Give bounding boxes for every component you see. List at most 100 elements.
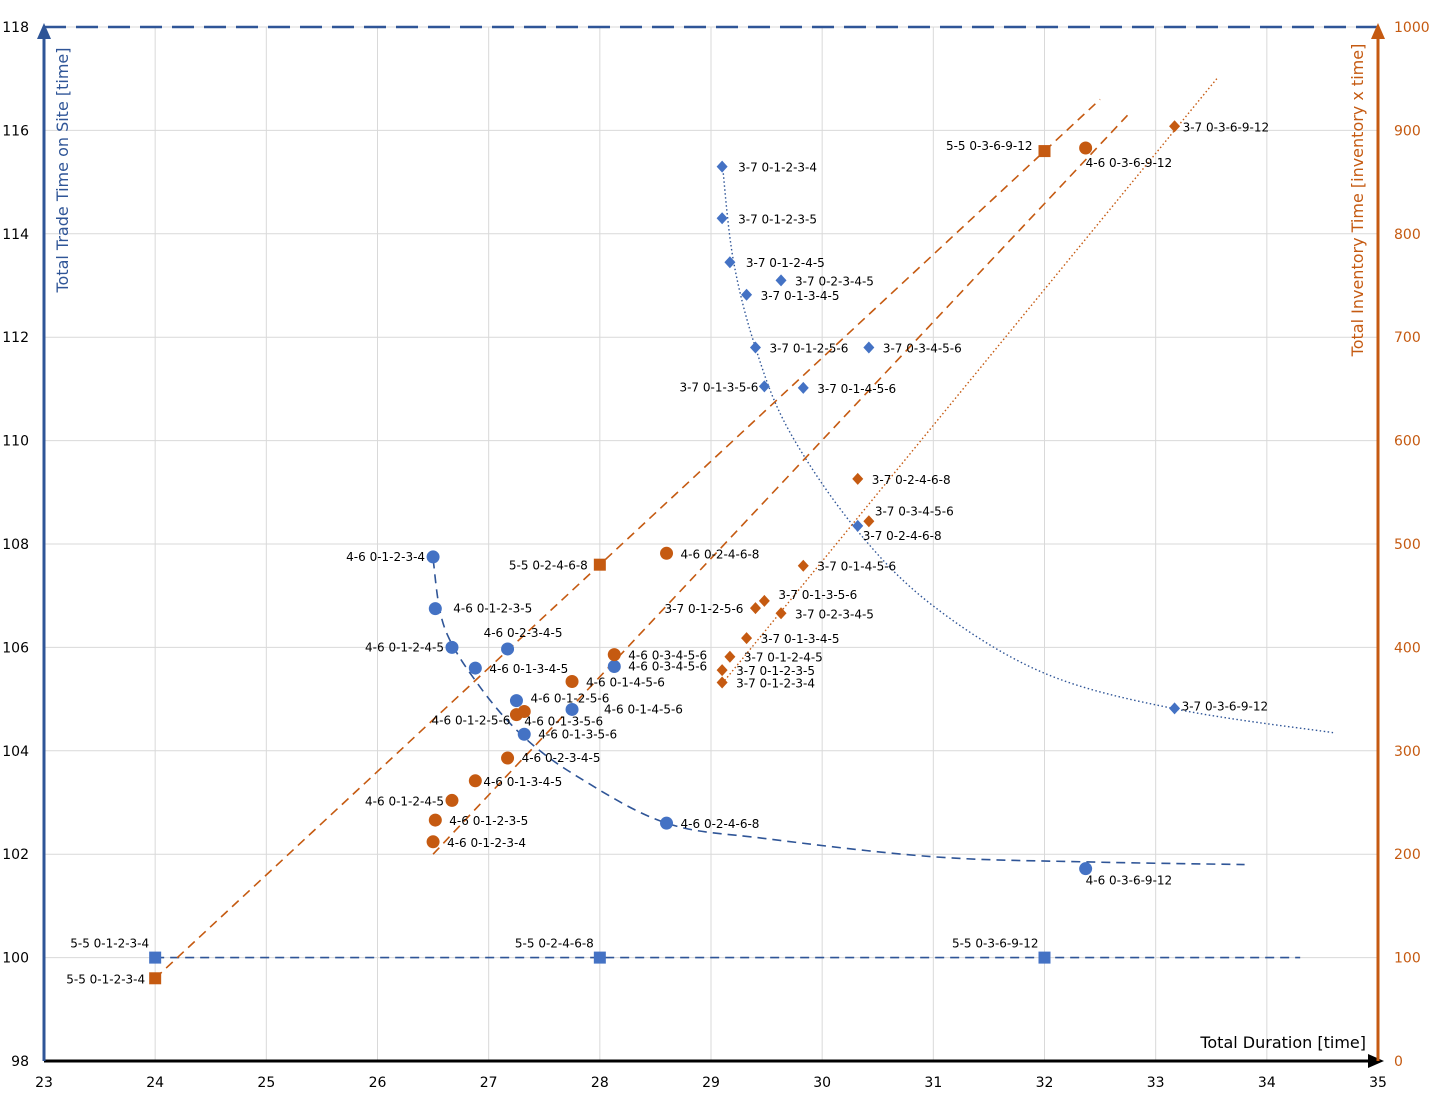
point-diamond <box>758 594 770 607</box>
data-label: 4-6 0-3-4-5-6 <box>628 649 707 663</box>
point-diamond <box>852 519 864 532</box>
point-circle <box>660 816 674 830</box>
point-circle <box>1079 141 1093 155</box>
point-circle <box>660 546 674 560</box>
point-square <box>1038 145 1051 158</box>
point-diamond <box>724 256 736 269</box>
point-square <box>593 558 606 571</box>
data-label: 4-6 0-1-3-5-6 <box>524 715 603 729</box>
x-axis-title: Total Duration [time] <box>1199 1033 1366 1052</box>
data-label: 5-5 0-1-2-3-4 <box>70 937 149 951</box>
y-left-tick-label: 108 <box>2 537 29 553</box>
point-diamond <box>797 381 809 394</box>
data-label: 4-6 0-1-4-5-6 <box>604 702 683 716</box>
point-square <box>149 951 162 964</box>
data-label: 3-7 0-1-3-4-5 <box>761 289 840 303</box>
data-label: 3-7 0-1-2-3-5 <box>736 664 815 678</box>
data-label: 4-6 0-1-3-4-5 <box>489 662 568 676</box>
data-label: 4-6 0-2-3-4-5 <box>484 626 563 640</box>
x-axis-arrow <box>1368 1054 1384 1068</box>
data-label: 5-5 0-2-4-6-8 <box>515 937 594 951</box>
data-label: 3-7 0-3-6-9-12 <box>1182 699 1269 713</box>
data-label: 4-6 0-1-2-4-5 <box>365 640 444 654</box>
point-circle <box>426 550 440 564</box>
y-left-tick-label: 104 <box>2 744 29 760</box>
data-points <box>149 120 1181 985</box>
data-label: 3-7 0-1-2-3-4 <box>736 677 815 691</box>
data-label: 5-5 0-3-6-9-12 <box>946 139 1033 153</box>
data-label: 3-7 0-1-4-5-6 <box>817 560 896 574</box>
point-circle <box>607 660 621 674</box>
data-label: 4-6 0-1-2-5-6 <box>432 714 511 728</box>
point-diamond <box>741 632 753 645</box>
point-diamond <box>1169 702 1181 715</box>
data-label: 4-6 0-3-4-5-6 <box>628 660 707 674</box>
y-left-tick-label: 116 <box>2 123 29 139</box>
data-labels: 5-5 0-1-2-3-4 5-5 0-2-4-6-8 5-5 0-3-6-9-12… <box>66 120 1269 986</box>
point-diamond <box>797 559 809 572</box>
data-label: 5-5 0-3-6-9-12 <box>952 937 1039 951</box>
y-axis-right-title: Total Inventory Time [inventory x time] <box>1348 44 1367 358</box>
point-circle <box>517 727 531 741</box>
x-tick-label: 24 <box>146 1075 164 1091</box>
point-diamond <box>852 472 864 485</box>
y-right-tick-label: 300 <box>1394 744 1421 760</box>
y-left-tick-label: 110 <box>2 434 29 450</box>
data-label: 4-6 0-1-2-5-6 <box>530 692 609 706</box>
point-circle <box>428 813 442 827</box>
y-right-tick-label: 800 <box>1394 227 1421 243</box>
data-label: 3-7 0-3-4-5-6 <box>875 504 954 518</box>
data-label: 5-5 0-2-4-6-8 <box>509 559 588 573</box>
point-diamond <box>716 664 728 677</box>
x-tick-label: 34 <box>1258 1075 1276 1091</box>
x-tick-label: 23 <box>35 1075 53 1091</box>
y-right-tick-label: 600 <box>1394 434 1421 450</box>
point-square <box>1038 951 1051 964</box>
y-axis-left-title: Total Trade Time on Site [time] <box>53 47 72 293</box>
y-right-tick-label: 400 <box>1394 640 1421 656</box>
point-diamond <box>741 288 753 301</box>
data-label: 3-7 0-1-2-5-6 <box>665 602 744 616</box>
data-label: 4-6 0-1-2-3-5 <box>449 814 528 828</box>
data-label: 4-6 0-1-3-5-6 <box>538 727 617 741</box>
point-square <box>149 972 162 985</box>
data-label: 3-7 0-1-2-3-5 <box>738 212 817 226</box>
point-diamond <box>863 515 875 528</box>
data-label: 3-7 0-3-6-9-12 <box>1183 120 1270 134</box>
data-label: 3-7 0-3-4-5-6 <box>883 342 962 356</box>
y-right-tick-label: 900 <box>1394 123 1421 139</box>
x-tick-label: 33 <box>1147 1075 1165 1091</box>
y-right-tick-label: 100 <box>1394 951 1421 967</box>
point-circle <box>1079 862 1093 876</box>
x-tick-label: 31 <box>924 1075 942 1091</box>
point-circle <box>468 774 482 788</box>
trendline-dashed <box>432 559 1245 866</box>
point-circle <box>501 751 515 765</box>
data-label: 4-6 0-2-4-6-8 <box>681 817 760 831</box>
data-label: 3-7 0-1-3-4-5 <box>761 632 840 646</box>
y-left-tick-label: 118 <box>2 20 29 36</box>
data-label: 4-6 0-1-3-4-5 <box>483 775 562 789</box>
point-diamond <box>716 676 728 689</box>
point-diamond <box>749 602 761 615</box>
trendline-dashed <box>432 114 1129 855</box>
trendline-dotted <box>721 161 1334 734</box>
data-label: 3-7 0-1-2-5-6 <box>769 342 848 356</box>
y-left-tick-label: 106 <box>2 640 29 656</box>
trendlines <box>154 78 1334 979</box>
y-right-tick-label: 0 <box>1394 1054 1403 1070</box>
y-axis-right-arrow <box>1371 23 1385 39</box>
x-tick-label: 35 <box>1369 1075 1387 1091</box>
x-tick-label: 30 <box>813 1075 831 1091</box>
data-label: 3-7 0-1-3-5-6 <box>679 380 758 394</box>
data-label: 4-6 0-1-2-3-4 <box>447 836 526 850</box>
point-diamond <box>775 274 787 287</box>
point-circle <box>509 694 523 708</box>
y-right-tick-label: 700 <box>1394 330 1421 346</box>
data-label: 3-7 0-1-3-5-6 <box>778 588 857 602</box>
point-circle <box>607 648 621 662</box>
axes: 23 24 25 26 27 28 29 30 31 32 33 34 35 98 100 102 104 106… <box>2 20 1429 1091</box>
data-label: 4-6 0-1-2-3-5 <box>453 602 532 616</box>
